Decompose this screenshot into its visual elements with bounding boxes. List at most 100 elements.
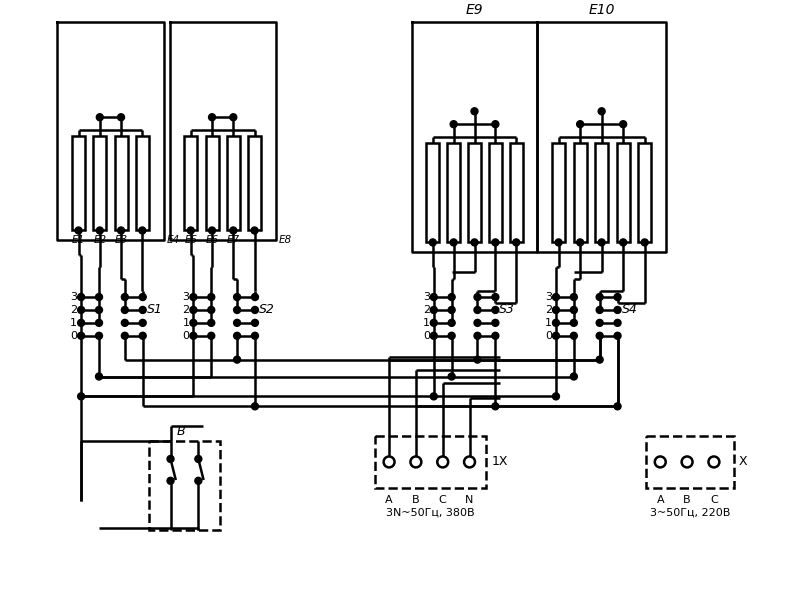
Circle shape [614, 403, 621, 410]
Circle shape [471, 108, 478, 115]
Circle shape [553, 332, 559, 339]
Text: 1: 1 [70, 318, 77, 328]
Text: 3: 3 [70, 292, 77, 302]
Circle shape [190, 294, 197, 300]
Circle shape [492, 239, 499, 246]
Text: 1: 1 [423, 318, 430, 328]
Circle shape [95, 294, 102, 300]
Circle shape [95, 320, 102, 326]
Circle shape [96, 114, 103, 121]
Circle shape [118, 114, 125, 121]
Text: X: X [738, 455, 747, 469]
Circle shape [614, 306, 621, 314]
Circle shape [598, 239, 605, 246]
Circle shape [614, 332, 621, 339]
Circle shape [75, 227, 82, 234]
Circle shape [682, 456, 693, 467]
Circle shape [195, 478, 202, 484]
Circle shape [190, 332, 197, 339]
Circle shape [474, 294, 481, 300]
Bar [149, 441, 220, 531]
Circle shape [471, 239, 478, 246]
Circle shape [234, 356, 241, 363]
Circle shape [474, 332, 481, 339]
Text: 3: 3 [182, 292, 190, 302]
Circle shape [78, 393, 85, 400]
Text: E8: E8 [279, 235, 292, 245]
Circle shape [95, 332, 102, 339]
Circle shape [448, 373, 455, 380]
Text: B: B [412, 494, 420, 505]
Text: 1X: 1X [491, 455, 508, 469]
Bar [617, 143, 630, 242]
Circle shape [167, 455, 174, 463]
Text: 1: 1 [182, 318, 190, 328]
Circle shape [78, 294, 85, 300]
Text: E2: E2 [94, 235, 106, 245]
Bar [72, 136, 85, 230]
Circle shape [464, 456, 475, 467]
Text: 3: 3 [545, 292, 552, 302]
Text: S2: S2 [259, 303, 275, 317]
Circle shape [208, 332, 214, 339]
Text: S1: S1 [146, 303, 162, 317]
Circle shape [492, 121, 499, 128]
Bar [646, 436, 734, 488]
Bar [468, 143, 481, 242]
Circle shape [230, 227, 237, 234]
Circle shape [598, 108, 605, 115]
Text: E6: E6 [206, 235, 218, 245]
Circle shape [474, 320, 481, 326]
Circle shape [553, 320, 559, 326]
Circle shape [438, 456, 448, 467]
Text: 3: 3 [423, 292, 430, 302]
Circle shape [492, 332, 499, 339]
Bar [94, 136, 106, 230]
Text: E5: E5 [184, 235, 198, 245]
Circle shape [251, 306, 258, 314]
Circle shape [596, 332, 603, 339]
Circle shape [234, 306, 241, 314]
Text: E10: E10 [589, 3, 615, 17]
Circle shape [570, 373, 578, 380]
Circle shape [251, 320, 258, 326]
Text: 2: 2 [545, 305, 552, 315]
Circle shape [513, 239, 520, 246]
Bar [375, 436, 486, 488]
Circle shape [614, 294, 621, 300]
Circle shape [234, 294, 241, 300]
Circle shape [492, 294, 499, 300]
Circle shape [614, 320, 621, 326]
Circle shape [139, 294, 146, 300]
Circle shape [492, 306, 499, 314]
Bar [447, 143, 460, 242]
Circle shape [234, 332, 241, 339]
Circle shape [139, 306, 146, 314]
Circle shape [167, 478, 174, 484]
Text: S4: S4 [622, 303, 638, 317]
Circle shape [577, 239, 584, 246]
Text: E1: E1 [72, 235, 85, 245]
Text: B: B [177, 425, 186, 438]
Bar [489, 143, 502, 242]
Circle shape [410, 456, 422, 467]
Text: 0: 0 [545, 331, 552, 341]
Circle shape [709, 456, 719, 467]
Circle shape [430, 393, 438, 400]
Circle shape [555, 239, 562, 246]
Circle shape [122, 320, 128, 326]
Circle shape [209, 114, 215, 121]
Circle shape [570, 294, 578, 300]
Circle shape [570, 332, 578, 339]
Text: E4: E4 [166, 235, 180, 245]
Circle shape [430, 332, 438, 339]
Circle shape [596, 320, 603, 326]
Circle shape [118, 227, 125, 234]
Circle shape [430, 320, 438, 326]
Circle shape [230, 114, 237, 121]
Bar [136, 136, 149, 230]
Text: 2: 2 [182, 305, 190, 315]
Text: 3N~50Гц, 380В: 3N~50Гц, 380В [386, 508, 475, 517]
Circle shape [96, 227, 103, 234]
Circle shape [208, 320, 214, 326]
